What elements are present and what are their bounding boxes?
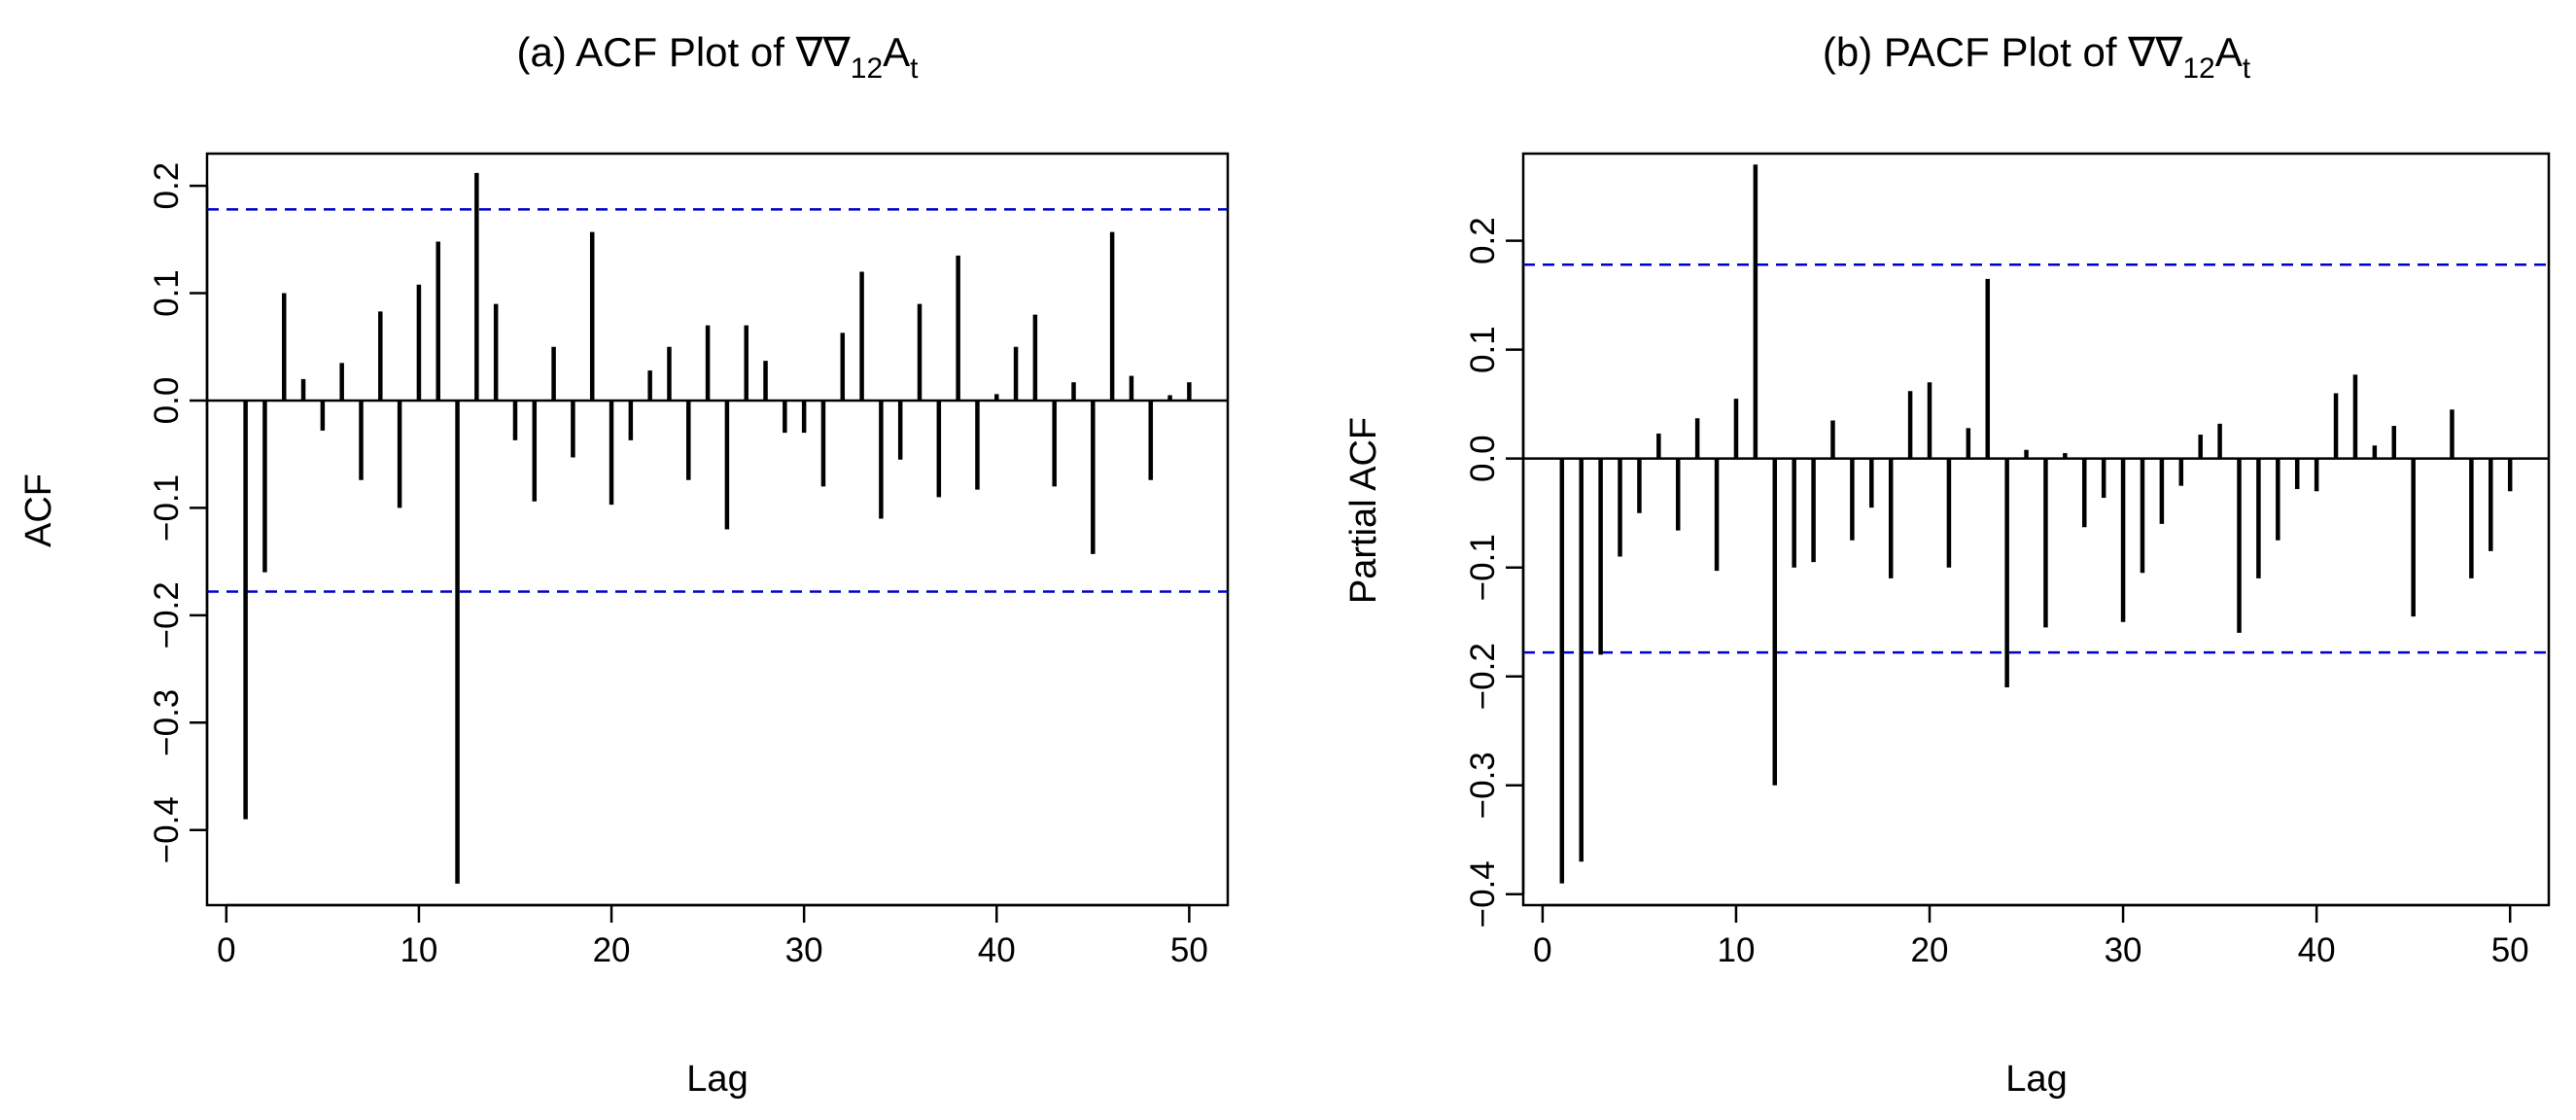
acf-xtick-label: 40 — [978, 931, 1016, 969]
pacf-xtick-label: 10 — [1717, 931, 1755, 969]
pacf-xtick-label: 0 — [1533, 931, 1551, 969]
pacf-ytick-label: −0.2 — [1464, 643, 1502, 710]
pacf-ytick-label: −0.1 — [1464, 534, 1502, 601]
pacf-ytick-label: 0.2 — [1464, 217, 1502, 264]
acf-xtick-label: 10 — [400, 931, 437, 969]
pacf-ylabel: Partial ACF — [1343, 417, 1384, 604]
pacf-ytick-label: −0.4 — [1464, 860, 1502, 928]
acf-xtick-label: 50 — [1170, 931, 1208, 969]
acf-ylabel: ACF — [18, 473, 59, 547]
acf-ytick-label: −0.3 — [148, 689, 186, 756]
acf-xtick-label: 0 — [217, 931, 235, 969]
acf-ytick-label: −0.4 — [148, 796, 186, 863]
pacf-ytick-label: −0.3 — [1464, 752, 1502, 819]
acf-xtick-label: 30 — [785, 931, 823, 969]
acf-ytick-label: 0.0 — [148, 377, 186, 425]
pacf-xtick-label: 50 — [2491, 931, 2529, 969]
pacf-xlabel: Lag — [2005, 1059, 2067, 1100]
acf-xlabel: Lag — [686, 1059, 748, 1100]
acf-xtick-label: 20 — [593, 931, 631, 969]
acf-ytick-label: 0.2 — [148, 162, 186, 210]
pacf-xtick-label: 20 — [1911, 931, 1949, 969]
pacf-panel: (b) PACF Plot of ∇∇12At Lag Partial ACF … — [1343, 29, 2551, 1100]
pacf-ytick-label: 0.1 — [1464, 326, 1502, 373]
acf-panel: (a) ACF Plot of ∇∇12At Lag ACF 0 10 20 30 40… — [18, 29, 1230, 1100]
acf-ytick-label: −0.1 — [148, 474, 186, 542]
pacf-xtick-label: 40 — [2298, 931, 2336, 969]
pacf-title: (b) PACF Plot of ∇∇12At — [1823, 29, 2251, 85]
acf-title: (a) ACF Plot of ∇∇12At — [516, 29, 919, 85]
acf-ytick-label: 0.1 — [148, 269, 186, 317]
pacf-ytick-label: 0.0 — [1464, 435, 1502, 482]
pacf-xtick-label: 30 — [2105, 931, 2142, 969]
acf-plot-frame — [205, 152, 1230, 907]
acf-ytick-label: −0.2 — [148, 581, 186, 648]
